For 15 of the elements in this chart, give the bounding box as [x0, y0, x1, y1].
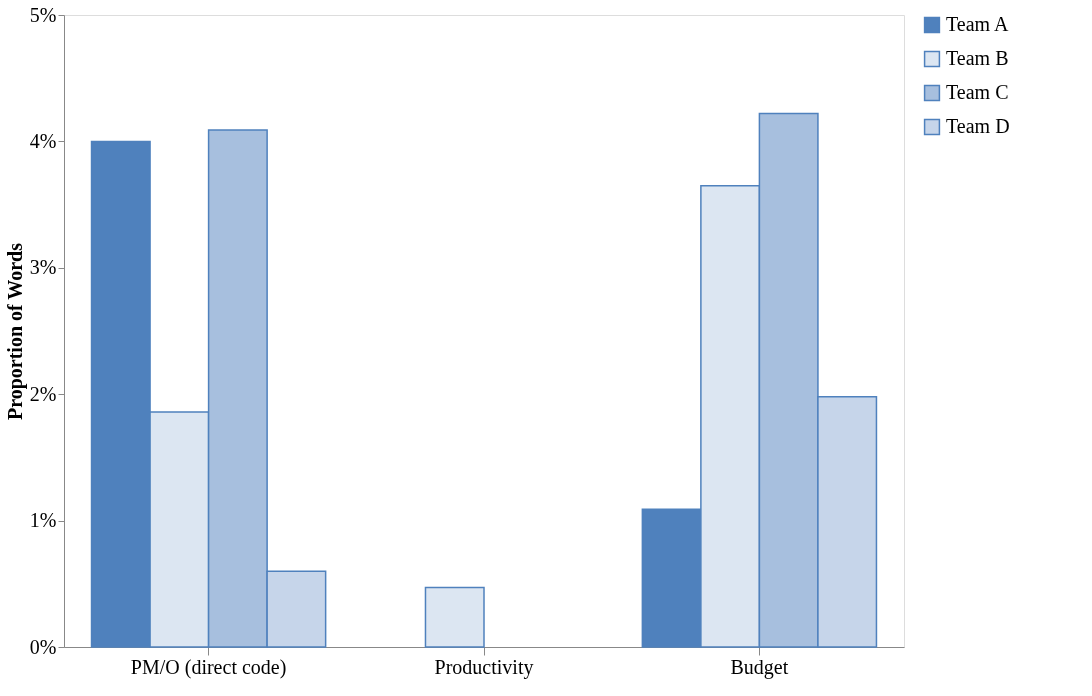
bar — [424, 586, 485, 648]
legend-label: Team C — [946, 81, 1009, 103]
x-tick-label: PM/O (direct code) — [130, 655, 287, 679]
x-tick-label: Budget — [730, 655, 789, 679]
legend-label: Team A — [946, 13, 1010, 35]
legend-label: Team D — [946, 115, 1010, 137]
x-tick-label: Productivity — [434, 655, 534, 679]
y-tick-label: 4% — [29, 129, 57, 152]
legend-label: Team B — [946, 47, 1009, 69]
y-tick-label: 1% — [29, 509, 57, 532]
y-axis-title: Proportion of Words — [3, 242, 27, 421]
y-tick-label: 3% — [29, 256, 57, 279]
y-tick-label: 0% — [29, 635, 57, 658]
y-tick-label: 5% — [29, 3, 57, 26]
y-tick-label: 2% — [29, 382, 57, 405]
